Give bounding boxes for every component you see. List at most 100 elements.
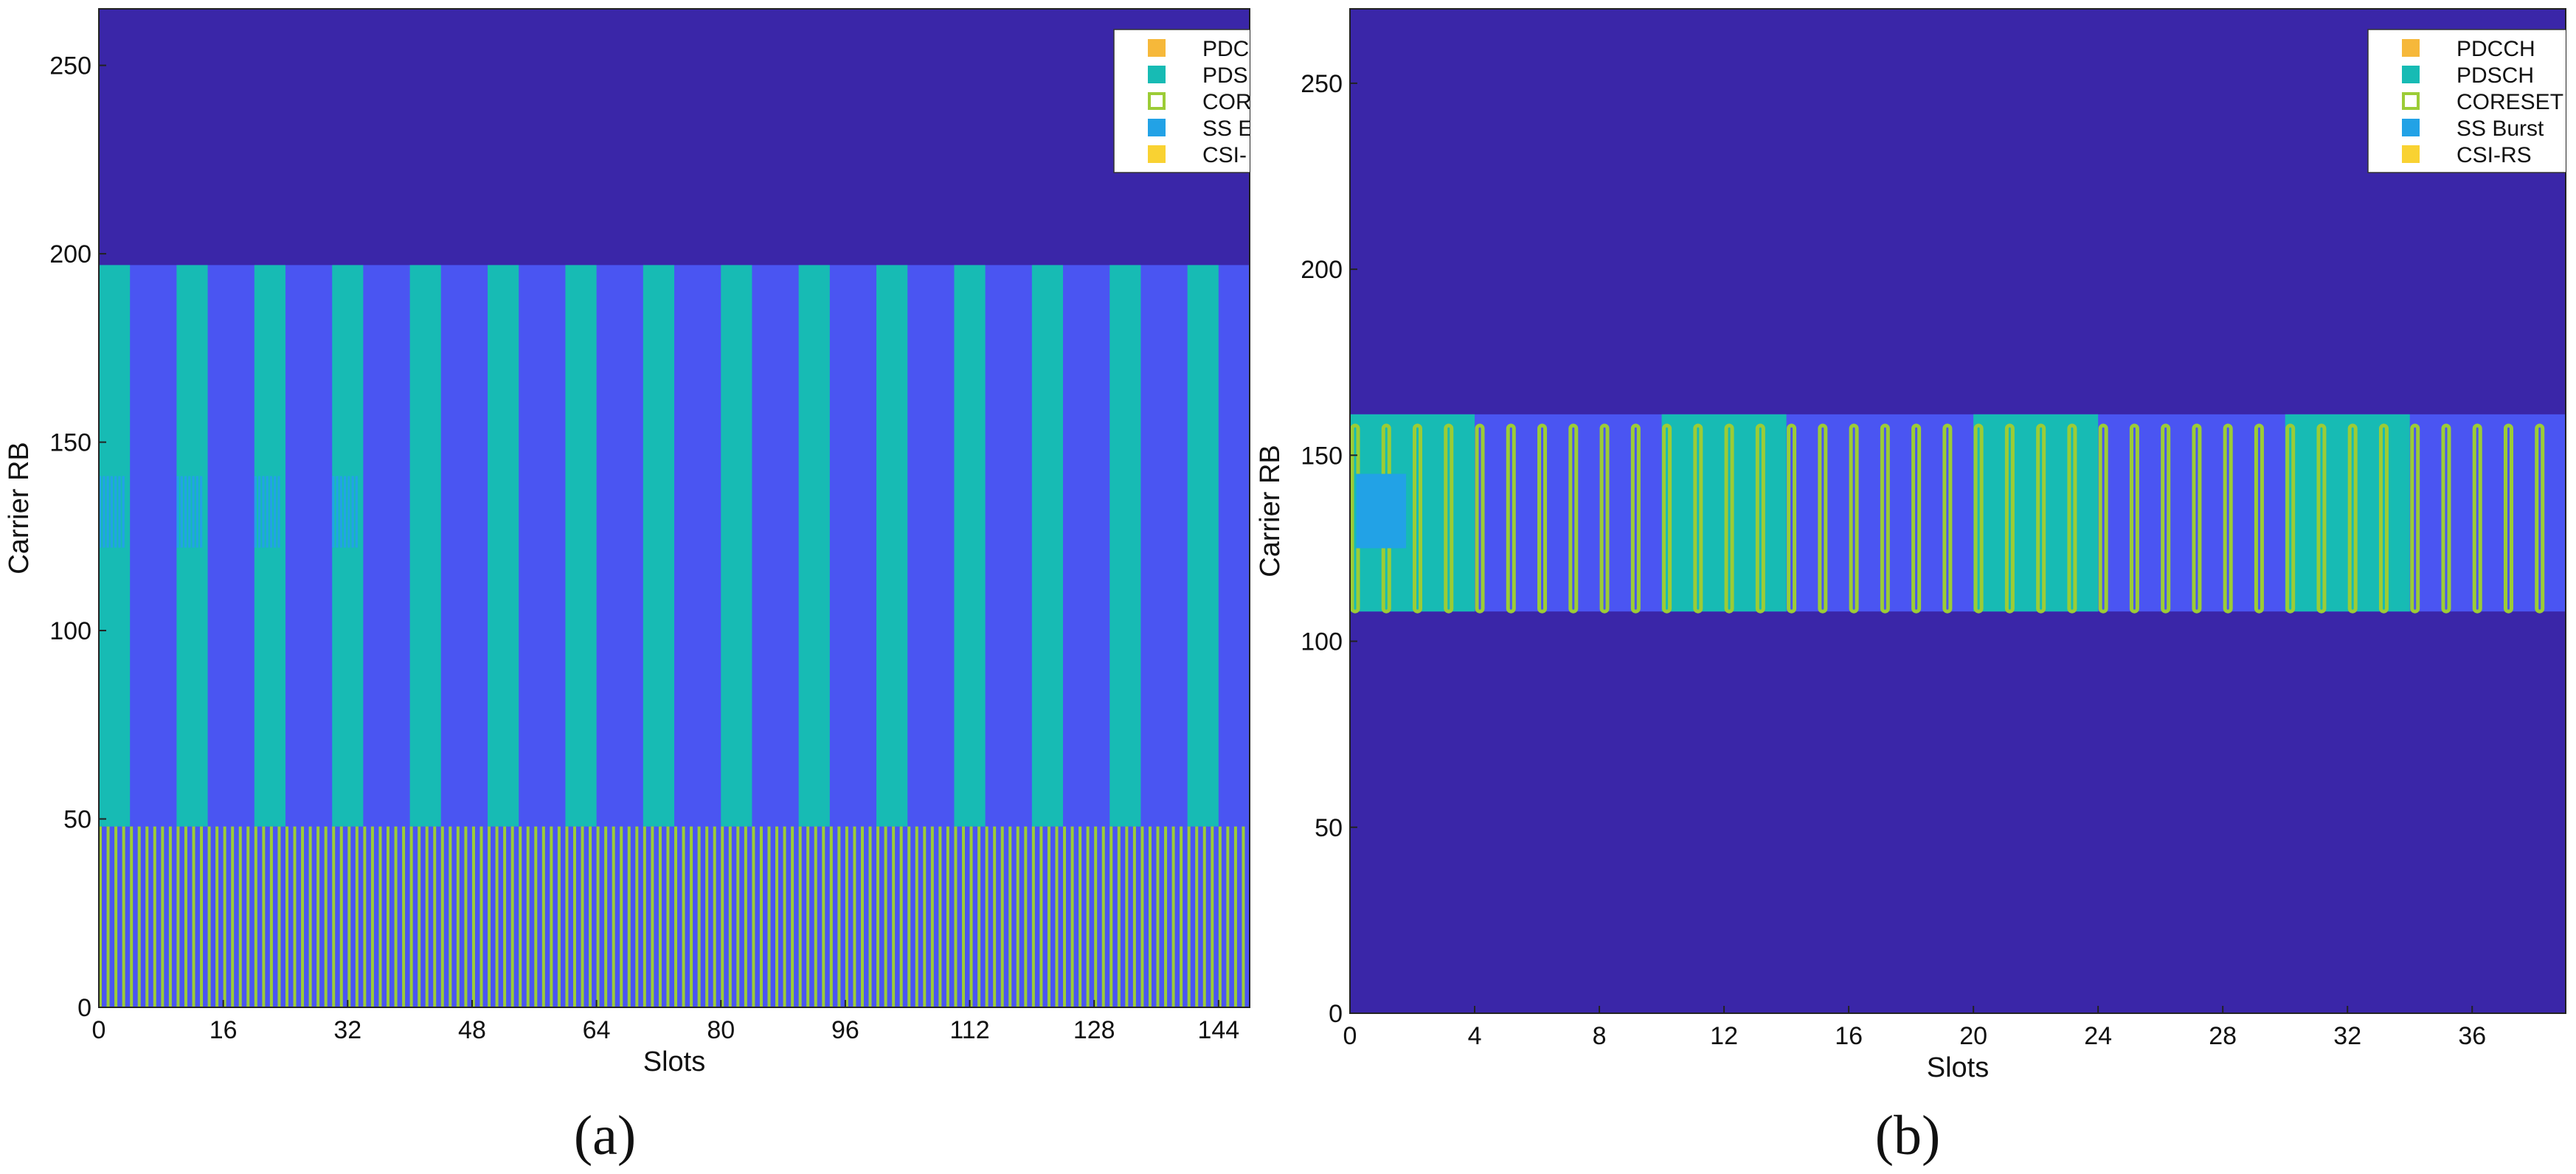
coreset-marker [1156, 826, 1160, 1007]
x-tick-label: 12 [1710, 1022, 1738, 1050]
coreset-marker [775, 826, 779, 1007]
coreset-marker [2192, 423, 2202, 614]
legend-swatch [1148, 39, 1166, 57]
legend-label: PDC [1202, 37, 1249, 61]
coreset-marker [930, 826, 934, 1007]
coreset-marker [456, 826, 460, 1007]
coreset-marker [2098, 423, 2108, 614]
ss-burst-block [188, 476, 191, 548]
coreset-marker [440, 826, 444, 1007]
coreset-marker [899, 826, 903, 1007]
coreset-marker [1911, 423, 1922, 614]
legend-swatch [1148, 119, 1166, 136]
x-tick-label: 96 [831, 1016, 859, 1044]
coreset-marker [868, 826, 872, 1007]
coreset-marker [907, 826, 911, 1007]
coreset-marker [277, 826, 281, 1007]
coreset-marker [596, 826, 600, 1007]
coreset-marker [161, 826, 165, 1007]
coreset-marker [620, 826, 623, 1007]
x-tick-label: 20 [1959, 1022, 1987, 1050]
coreset-marker [200, 826, 204, 1007]
ss-burst-block [200, 476, 203, 548]
coreset-marker [759, 826, 763, 1007]
ss-burst-block [347, 476, 350, 548]
ss-burst-block [114, 476, 117, 548]
ss-burst-block [274, 476, 277, 548]
coreset-marker [783, 826, 786, 1007]
legend-swatch [2402, 92, 2420, 110]
coreset-marker [378, 826, 382, 1007]
coreset-marker [1148, 826, 1152, 1007]
coreset-marker [1180, 826, 1183, 1007]
coreset-marker [892, 826, 896, 1007]
coreset-marker [464, 826, 468, 1007]
coreset-marker [697, 826, 701, 1007]
pdsch-block [643, 265, 674, 827]
y-tick-label: 50 [1315, 814, 1343, 842]
coreset-marker [223, 826, 226, 1007]
legend-swatch [1148, 92, 1166, 110]
y-tick-label: 200 [1301, 256, 1343, 284]
x-tick-label: 0 [92, 1016, 106, 1044]
coreset-marker [651, 826, 654, 1007]
axes-box [98, 8, 1250, 1008]
coreset-marker [2161, 423, 2171, 614]
ss-burst-block [180, 476, 183, 548]
ss-burst-block [103, 476, 105, 548]
coreset-marker [363, 826, 367, 1007]
coreset-marker [1506, 423, 1516, 614]
coreset-marker [860, 826, 864, 1007]
coreset-marker [2472, 423, 2482, 614]
coreset-marker [728, 826, 732, 1007]
pdsch-block [1187, 265, 1219, 827]
y-tick-label: 250 [1301, 70, 1343, 98]
pdsch-block [798, 265, 830, 827]
coreset-marker [643, 826, 646, 1007]
coreset-marker [837, 826, 841, 1007]
coreset-marker [1078, 826, 1082, 1007]
pdsch-block [409, 265, 441, 827]
legend-swatch [1148, 145, 1166, 163]
x-tick-label: 16 [210, 1016, 238, 1044]
coreset-marker [1140, 826, 1144, 1007]
coreset-marker [736, 826, 740, 1007]
coreset-marker [433, 826, 437, 1007]
coreset-marker [254, 826, 257, 1007]
coreset-marker [324, 826, 328, 1007]
pdsch-block [565, 265, 597, 827]
coreset-marker [339, 826, 343, 1007]
coreset-marker [308, 826, 312, 1007]
coreset-marker [1008, 826, 1012, 1007]
axes-box [1349, 8, 2566, 1014]
coreset-marker [1101, 826, 1105, 1007]
pdsch-block [488, 265, 519, 827]
coreset-marker [1880, 423, 1890, 614]
ss-burst-block [277, 476, 280, 548]
coreset-marker [1187, 826, 1191, 1007]
coreset-marker [285, 826, 288, 1007]
coreset-marker [581, 826, 584, 1007]
coreset-marker [246, 826, 250, 1007]
coreset-marker [106, 826, 110, 1007]
coreset-marker [526, 826, 530, 1007]
coreset-marker [589, 826, 592, 1007]
y-tick-label: 250 [49, 52, 91, 80]
ss-burst-block [351, 476, 354, 548]
coreset-marker [674, 826, 677, 1007]
legend-swatch [2402, 39, 2420, 57]
coreset-marker [2036, 423, 2046, 614]
coreset-marker [635, 826, 639, 1007]
y-axis-label: Carrier RB [4, 442, 35, 574]
coreset-marker [853, 826, 856, 1007]
legend-label: SS Burst [2456, 117, 2544, 141]
coreset-marker [1818, 423, 1828, 614]
coreset-marker [565, 826, 569, 1007]
coreset-marker [1063, 826, 1067, 1007]
y-tick-label: 50 [63, 806, 91, 834]
ss-burst-block [269, 476, 273, 548]
coreset-marker [1226, 826, 1230, 1007]
coreset-marker [1117, 826, 1121, 1007]
coreset-marker [316, 826, 320, 1007]
